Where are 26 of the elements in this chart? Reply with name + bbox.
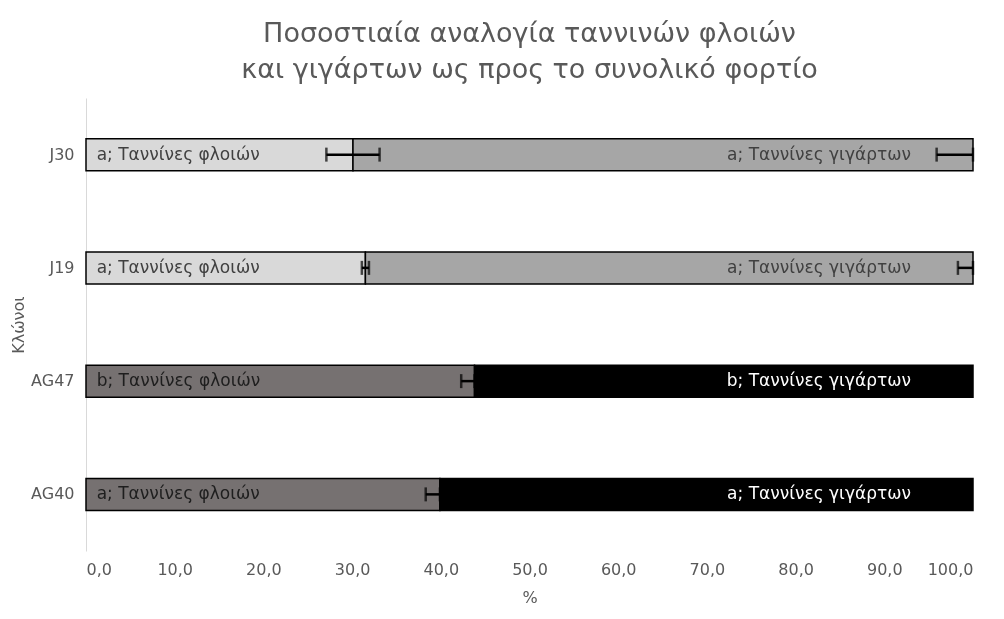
y-tick-label: AG47 bbox=[31, 371, 75, 391]
x-tick-label: 90,0 bbox=[866, 559, 903, 579]
text: a; Ταννίνες γιγάρτων bbox=[727, 483, 911, 504]
y-tick-label: J19 bbox=[48, 257, 75, 277]
x-tick-label: 100,0 bbox=[927, 559, 974, 579]
chart-title: Ποσοστιαία αναλογία ταννινών φλοιών και γιγάρτων ως προς το συνολικό φορτίο bbox=[241, 17, 818, 84]
x-tick-label: 20,0 bbox=[246, 559, 282, 579]
x-tick-label: 70,0 bbox=[689, 559, 726, 579]
text: a; Ταννίνες φλοιών bbox=[96, 483, 260, 504]
y-axis-title: Κλώνοι bbox=[9, 296, 29, 354]
x-tick-label: 50,0 bbox=[512, 559, 548, 579]
x-tick-label: 60,0 bbox=[600, 559, 637, 579]
text: a; Ταννίνες φλοιών bbox=[96, 143, 260, 164]
x-tick-label: 30,0 bbox=[334, 559, 371, 579]
x-tick-label: 0,0 bbox=[86, 559, 112, 579]
y-tick-label: AG40 bbox=[31, 484, 75, 504]
text: a; Ταννίνες γιγάρτων bbox=[727, 256, 911, 277]
x-tick-label: 10,0 bbox=[157, 559, 194, 579]
x-tick-label: 40,0 bbox=[423, 559, 460, 579]
x-tick-label: 80,0 bbox=[778, 559, 814, 579]
y-tick-label: J30 bbox=[48, 144, 75, 164]
text: a; Ταννίνες φλοιών bbox=[96, 256, 260, 277]
text: b; Ταννίνες γιγάρτων bbox=[726, 370, 911, 391]
text: a; Ταννίνες γιγάρτων bbox=[727, 143, 911, 164]
text: b; Ταννίνες φλοιών bbox=[96, 370, 261, 391]
x-axis-title: % bbox=[522, 587, 538, 607]
